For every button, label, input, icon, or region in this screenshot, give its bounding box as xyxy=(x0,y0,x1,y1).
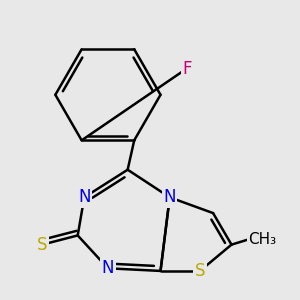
Text: N: N xyxy=(102,259,114,277)
Text: N: N xyxy=(78,188,91,206)
Text: F: F xyxy=(182,59,192,77)
Text: N: N xyxy=(164,188,176,206)
Text: S: S xyxy=(37,236,47,253)
Text: CH₃: CH₃ xyxy=(249,232,277,247)
Text: S: S xyxy=(195,262,205,280)
